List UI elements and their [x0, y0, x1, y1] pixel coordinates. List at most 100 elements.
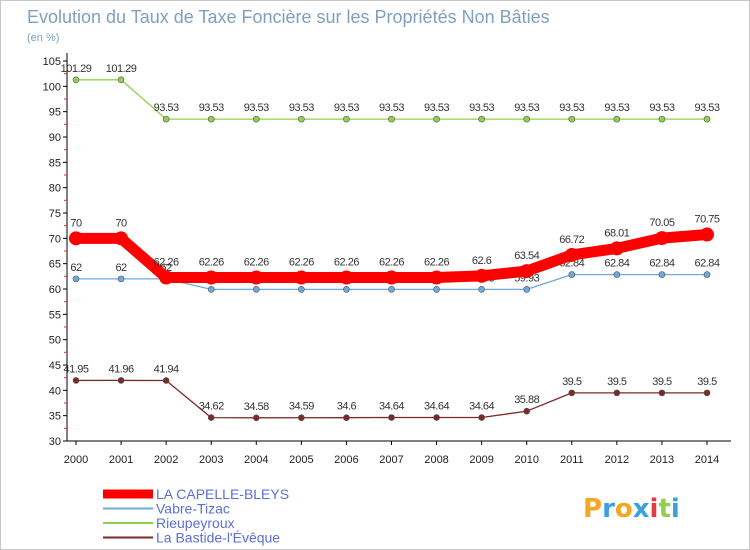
legend-label: Vabre-Tizac	[156, 501, 230, 517]
data-point	[343, 414, 350, 421]
legend-item-rieupeyroux: Rieupeyroux	[103, 515, 235, 531]
data-label: 66.72	[559, 234, 584, 246]
x-tick-label: 2002	[154, 454, 178, 466]
data-label: 93.53	[379, 102, 404, 114]
y-tick-label: 80	[49, 183, 61, 195]
data-point	[252, 115, 260, 123]
y-tick-label: 105	[43, 56, 61, 68]
data-point	[478, 115, 485, 123]
y-tick-label: 55	[49, 309, 61, 321]
data-point	[388, 286, 395, 293]
data-label: 70	[115, 217, 127, 229]
data-label: 62	[70, 262, 82, 274]
chart-title: Evolution du Taux de Taxe Foncière sur l…	[27, 7, 550, 27]
data-point	[658, 389, 666, 397]
y-tick-label: 90	[49, 132, 61, 144]
x-tick-label: 2012	[605, 454, 629, 466]
x-tick-label: 2007	[379, 454, 403, 466]
data-point	[162, 377, 170, 384]
data-label: 62.6	[472, 255, 492, 267]
legend-item-vabre-tizac: Vabre-Tizac	[103, 501, 230, 517]
data-label: 93.53	[469, 102, 494, 114]
data-point	[117, 76, 125, 84]
data-point	[252, 286, 260, 293]
data-point	[568, 271, 576, 278]
x-tick-label: 2005	[289, 454, 313, 466]
y-tick-label: 45	[49, 360, 61, 372]
data-label: 70.05	[649, 217, 674, 229]
data-point	[613, 115, 621, 123]
legend-item-la-bastide-l-eveque: La Bastide-l'Évêque	[103, 530, 280, 546]
x-tick-label: 2011	[560, 454, 584, 466]
axes: 30 35 40 45 50 55 60 65 70 75 80 85 90 95 100 105 2000 20…	[43, 53, 731, 466]
y-tick-label: 70	[49, 233, 61, 245]
x-tick-label: 2014	[695, 454, 719, 466]
legend-item-la-capelle-bleys: LA CAPELLE-BLEYS	[103, 486, 289, 502]
data-point	[654, 231, 669, 246]
data-label: 35.88	[514, 394, 539, 406]
y-tick-label: 95	[49, 107, 61, 119]
data-label: 62.26	[379, 257, 404, 269]
data-point	[478, 286, 485, 293]
proxiti-logo: Proxiti	[583, 494, 680, 524]
data-label: 62.26	[334, 257, 359, 269]
x-tick-label: 2010	[514, 454, 538, 466]
data-label: 93.53	[604, 102, 629, 114]
data-point	[609, 241, 624, 256]
data-label: 70.75	[694, 214, 719, 226]
y-tick-label: 65	[49, 259, 61, 271]
data-label: 62.26	[289, 257, 314, 269]
data-point	[519, 264, 534, 279]
x-tick-label: 2000	[64, 454, 88, 466]
series-la-capelle-bleys: 70 70 62.26 62.26 62.26 62.26 62.26 62.26 62.26 6…	[69, 214, 720, 285]
data-point	[388, 115, 395, 123]
y-tick-label: 60	[49, 284, 61, 296]
data-point	[298, 414, 305, 422]
data-point	[429, 270, 444, 285]
data-point	[523, 407, 531, 415]
data-label: 70	[70, 217, 82, 229]
series-layer: 101.29 101.29 93.53 93.53 93.53 93.53 93.53 93.…	[61, 63, 720, 422]
data-point	[613, 271, 621, 278]
data-label: 39.5	[697, 376, 717, 388]
data-label: 93.53	[199, 102, 224, 114]
data-point	[523, 286, 531, 293]
data-point	[69, 231, 83, 246]
data-label: 41.96	[109, 363, 134, 375]
data-label: 34.59	[289, 401, 314, 413]
data-point	[433, 115, 440, 123]
data-point	[298, 286, 305, 293]
data-point	[703, 271, 711, 278]
data-label: 93.53	[514, 102, 539, 114]
data-point	[658, 271, 666, 278]
x-tick-label: 2013	[650, 454, 674, 466]
x-tick-label: 2003	[199, 454, 223, 466]
data-point	[207, 115, 215, 123]
data-label: 62	[115, 262, 127, 274]
data-point	[343, 286, 350, 293]
data-label: 62.84	[604, 258, 629, 270]
data-label: 93.53	[334, 102, 359, 114]
y-tick-label: 30	[49, 436, 61, 448]
data-label: 93.53	[694, 102, 719, 114]
data-label: 62.26	[199, 257, 224, 269]
data-point	[249, 270, 264, 285]
legend: LA CAPELLE-BLEYSVabre-TizacRieupeyrouxLa…	[103, 486, 289, 546]
data-label: 93.53	[649, 102, 674, 114]
data-point	[114, 231, 129, 246]
data-point	[343, 115, 350, 123]
data-point	[207, 286, 215, 293]
data-point	[474, 268, 489, 283]
data-point	[117, 377, 125, 384]
data-point	[388, 414, 395, 421]
x-tick-label: 2004	[244, 454, 268, 466]
data-label: 39.5	[607, 376, 627, 388]
data-point	[339, 270, 354, 285]
legend-label: LA CAPELLE-BLEYS	[156, 486, 289, 502]
data-point	[252, 414, 260, 422]
data-point	[703, 389, 711, 397]
x-tick-label: 2006	[334, 454, 358, 466]
data-point	[162, 115, 170, 123]
